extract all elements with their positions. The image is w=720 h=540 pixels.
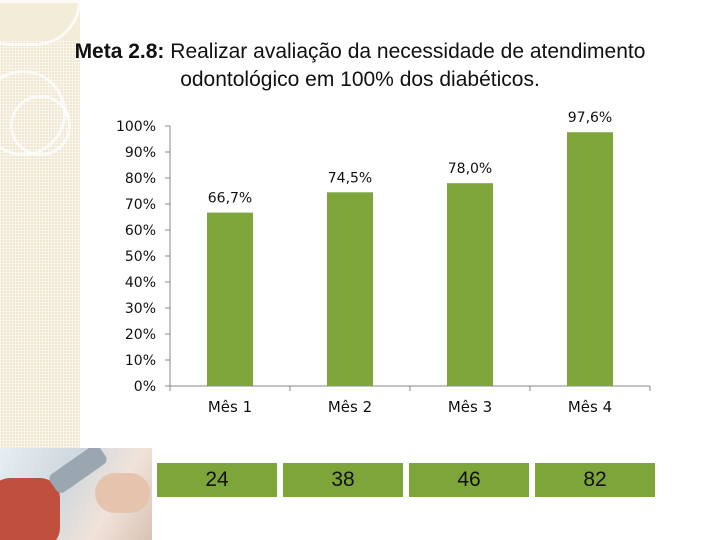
y-tick-label: 20%: [125, 327, 156, 343]
y-tick-label: 30%: [125, 301, 156, 317]
title-line-2: odontológico em 100% dos diabéticos.: [180, 68, 540, 91]
x-category-label: Mês 4: [568, 398, 612, 416]
title-line-1: Realizar avaliação da necessidade de ate…: [164, 40, 646, 63]
y-tick-label: 80%: [125, 171, 156, 187]
y-tick-label: 100%: [116, 119, 156, 135]
data-label: 78,0%: [448, 161, 492, 177]
y-tick-label: 90%: [125, 145, 156, 161]
bar: [327, 192, 373, 386]
blood-glucose-test-photo: [0, 448, 152, 540]
y-tick-label: 10%: [125, 353, 156, 369]
photo-hand-shape: [95, 473, 150, 513]
bar: [567, 132, 613, 386]
title-bold: Meta 2.8:: [74, 40, 165, 63]
x-category-label: Mês 1: [208, 398, 252, 416]
y-tick-label: 40%: [125, 275, 156, 291]
count-cell: 82: [535, 463, 655, 497]
y-tick-label: 0%: [134, 379, 156, 395]
photo-arm-shape: [0, 478, 60, 540]
bar: [447, 183, 493, 386]
decorative-circle: [10, 95, 71, 156]
data-label: 66,7%: [208, 191, 252, 207]
y-tick-label: 50%: [125, 249, 156, 265]
data-label: 74,5%: [328, 170, 372, 186]
data-label: 97,6%: [568, 110, 612, 126]
x-category-label: Mês 2: [328, 398, 372, 416]
count-cell: 46: [409, 463, 529, 497]
slide-title: Meta 2.8: Realizar avaliação da necessid…: [20, 38, 700, 94]
count-cell: 38: [283, 463, 403, 497]
x-category-label: Mês 3: [448, 398, 492, 416]
count-cell: 24: [157, 463, 277, 497]
counts-row: 24 38 46 82: [157, 463, 655, 497]
bar: [207, 212, 253, 386]
y-tick-label: 70%: [125, 197, 156, 213]
y-tick-label: 60%: [125, 223, 156, 239]
